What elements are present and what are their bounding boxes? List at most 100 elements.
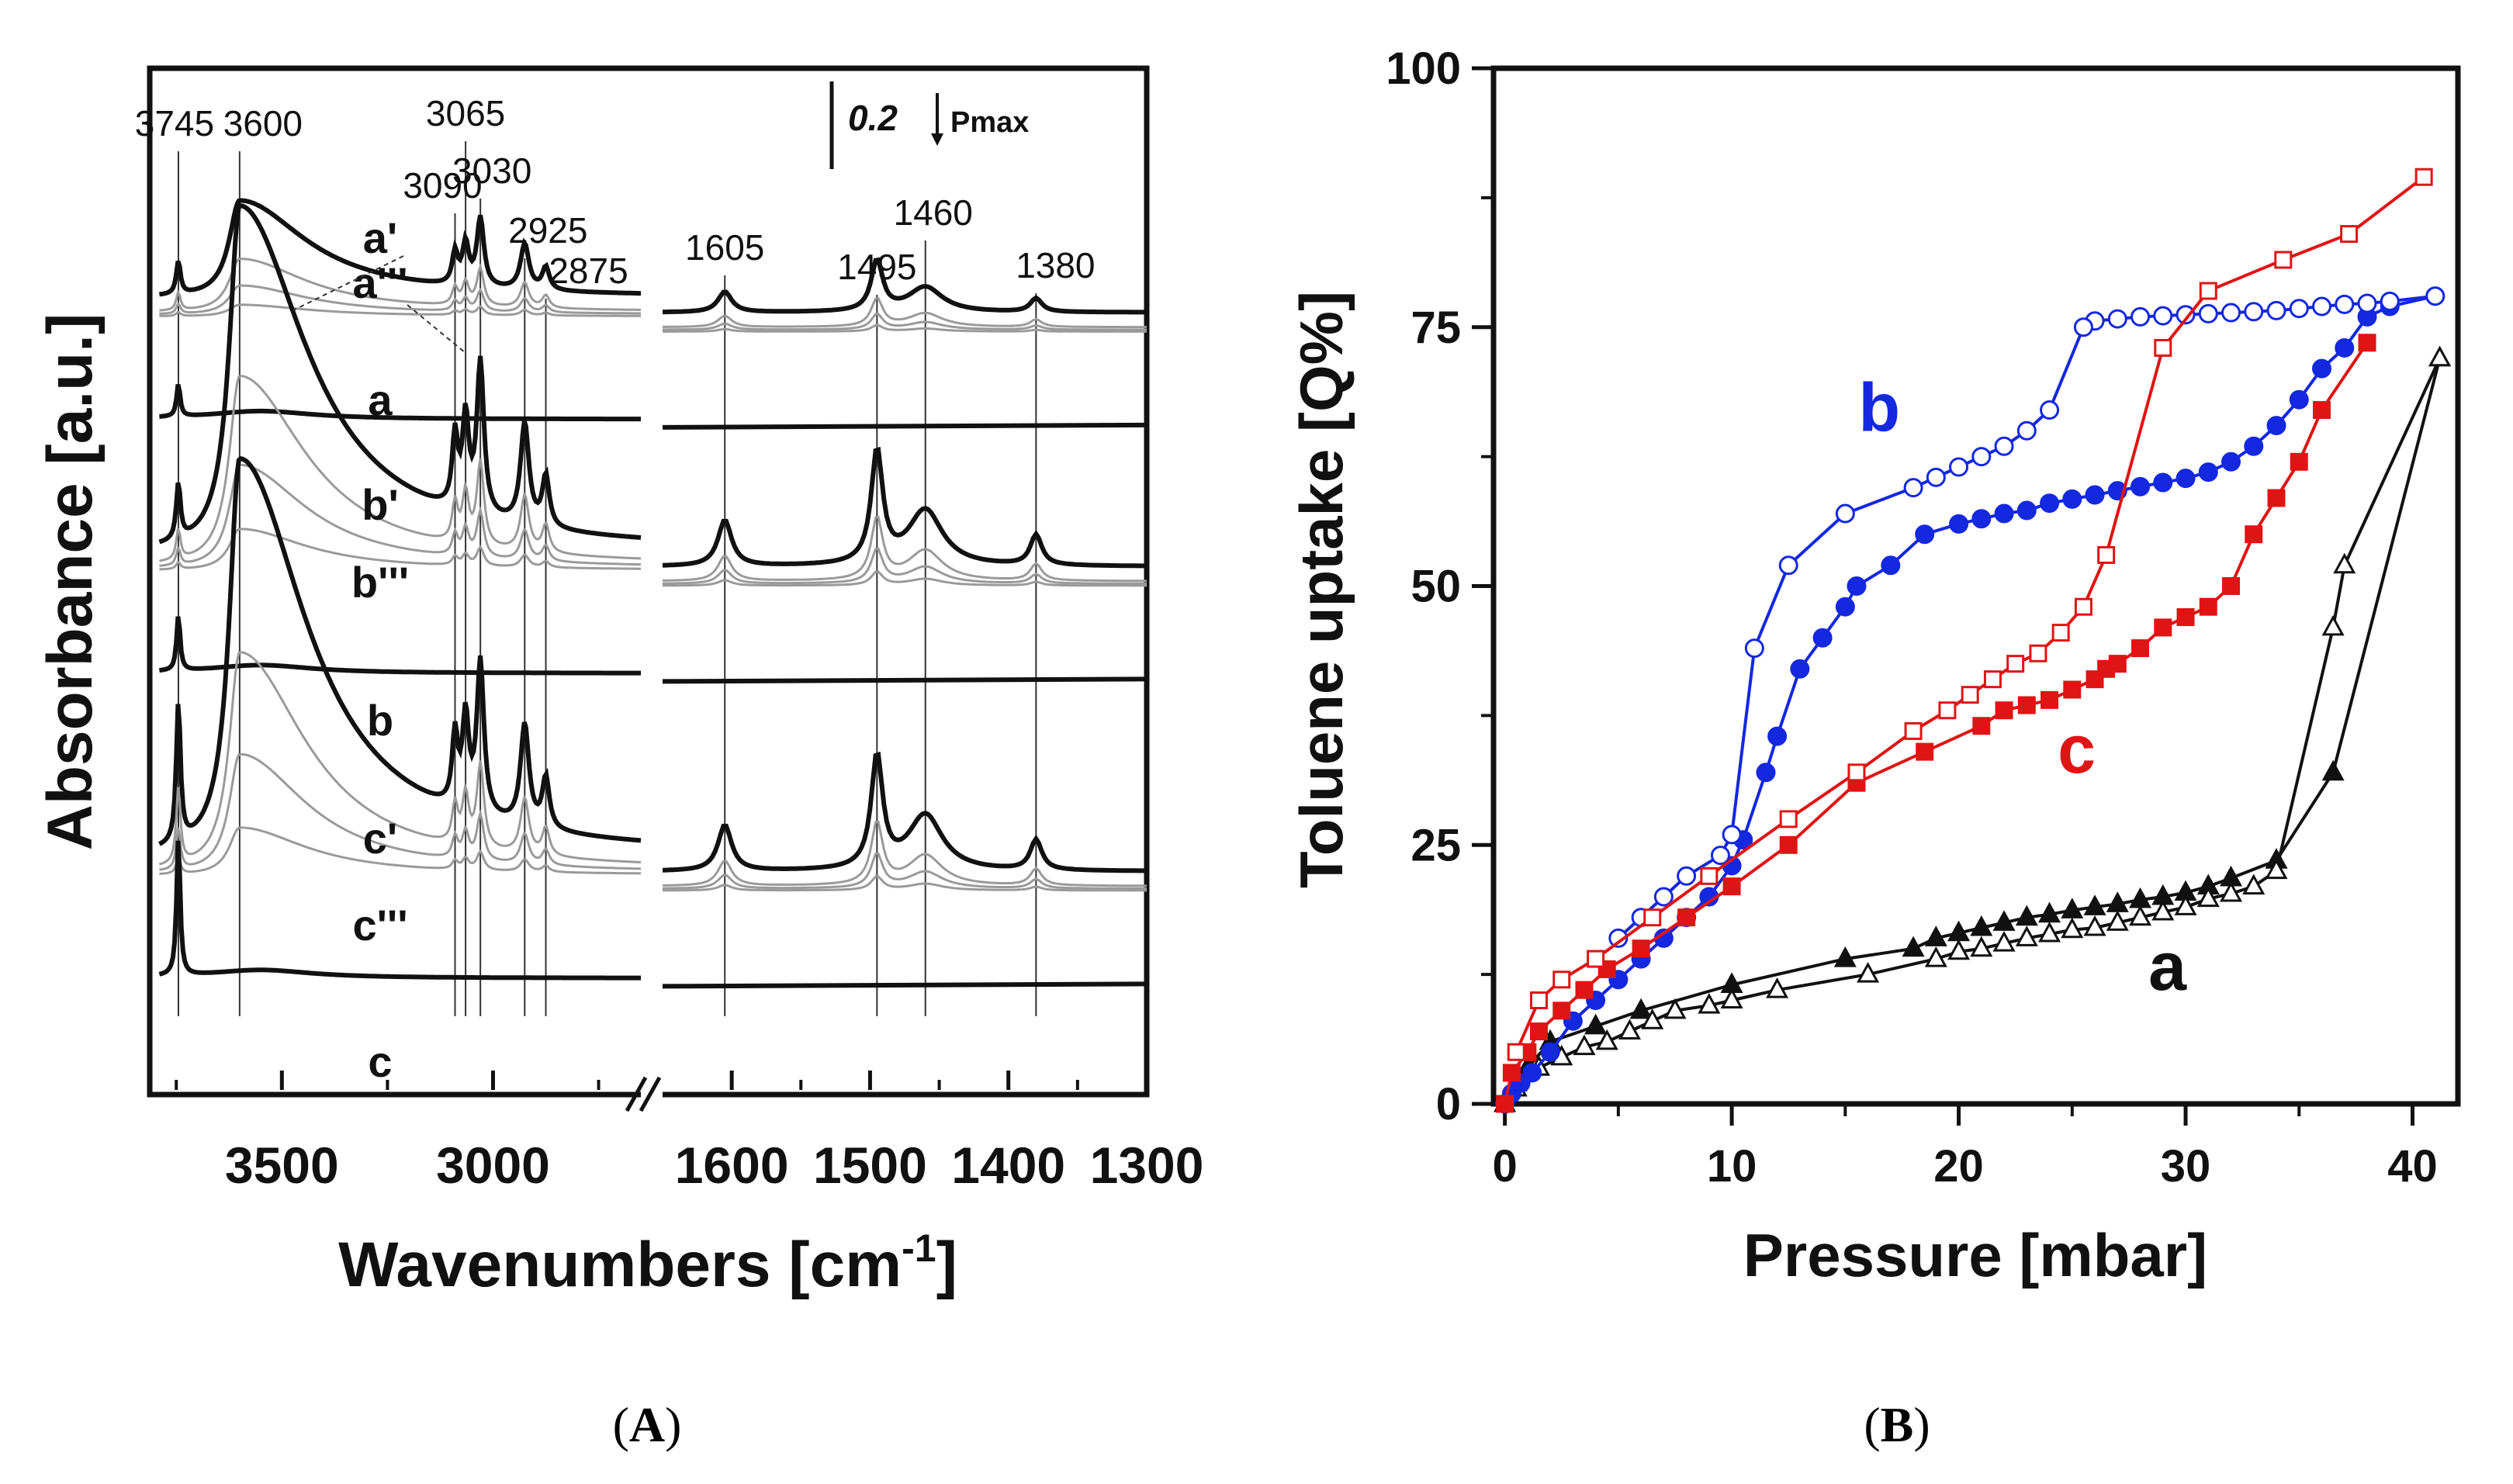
series-point-3-3 (2335, 294, 2355, 314)
axis-break-mark-1 (625, 1076, 648, 1112)
curve-label-leader-a-triple (407, 304, 466, 354)
series-point-2-32 (2176, 469, 2196, 489)
series-point-0-7 (1833, 946, 1857, 967)
series-point-1-24 (1641, 1008, 1664, 1029)
series-point-5-8 (2029, 644, 2047, 662)
series-point-4-0 (1496, 1095, 1514, 1113)
series-point-1-3 (2265, 858, 2288, 880)
series-point-2-17 (1812, 628, 1833, 648)
series-point-4-26 (2245, 525, 2263, 544)
series-point-5-11 (1961, 686, 1979, 704)
x-tick-label-1500: 1500 (813, 1136, 927, 1194)
y-axis-title: Absorbance [a.u.] (35, 313, 106, 851)
series-point-3-13 (2107, 309, 2127, 329)
series-point-4-23 (2176, 608, 2195, 627)
spectrum-a-mid2-high (159, 284, 641, 315)
series-point-3-29 (1653, 887, 1674, 907)
spectrum-b-mid1-low (663, 515, 1147, 583)
series-point-5-7 (2051, 624, 2070, 642)
series-point-5-21 (1507, 1043, 1525, 1061)
series-point-5-20 (1529, 991, 1548, 1009)
series-point-1-19 (1857, 961, 1880, 983)
series-point-4-21 (2131, 639, 2150, 658)
series-point-3-31 (1608, 928, 1629, 948)
series-point-0-5 (1629, 998, 1653, 1019)
spectrum-c-mid3-low (663, 875, 1147, 892)
curve-label-0: a' (363, 213, 397, 262)
series-point-0-11 (1970, 915, 1993, 936)
series-point-1-11 (2083, 915, 2106, 936)
spectrum-b-activated-low (662, 676, 1147, 684)
series-point-0-24 (2321, 759, 2345, 781)
series-point-3-6 (2266, 300, 2286, 320)
series-point-4-29 (2313, 401, 2331, 420)
series-point-5-12 (1938, 701, 1957, 720)
spectrum-a-mid3-high (159, 303, 641, 317)
x-axis-ticks: 3500 3000 1600 1500 1400 1300 (175, 1071, 1203, 1194)
series-point-3-10 (2176, 305, 2196, 325)
peak-label-2875: 2875 (549, 251, 628, 291)
series-point-5-13 (1904, 721, 1923, 740)
curve-label-2: a (368, 375, 393, 424)
series-point-4-7 (1632, 939, 1650, 958)
series-point-1-18 (1924, 946, 1947, 967)
spectrum-b-mid3-high (159, 528, 641, 571)
b-x-tick-label-0: 0 (1492, 1141, 1517, 1192)
series-point-2-24 (1994, 503, 2014, 524)
x-tick-label-3500: 3500 (225, 1136, 339, 1194)
series-point-4-3 (1529, 1022, 1548, 1041)
series-point-2-37 (2289, 389, 2309, 410)
spectrum-a-mid3-low (663, 323, 1147, 333)
curve-label-leader-a-prime (292, 255, 404, 311)
series-point-1-1 (2333, 552, 2356, 574)
series-label-b: b (1858, 368, 1900, 445)
spectrum-c-activated-low (662, 981, 1147, 989)
series-point-5-17 (1643, 908, 1662, 927)
series-point-3-20 (1949, 457, 1969, 477)
series-point-4-14 (1995, 701, 2013, 720)
series-point-3-4 (2312, 296, 2332, 317)
series-point-1-7 (2174, 894, 2197, 915)
spectrum-b-activated-high (158, 616, 641, 676)
series-point-1-26 (1595, 1029, 1618, 1050)
series-point-5-10 (1983, 670, 2002, 689)
spectrum-a-mid1-high (159, 257, 641, 312)
spectrum-c-prime-high (157, 455, 642, 846)
series-point-3-12 (2131, 306, 2151, 327)
b-y-tick-label-25: 25 (1411, 820, 1461, 870)
series-point-2-22 (1949, 514, 1969, 534)
series-point-1-20 (1766, 977, 1789, 998)
series-point-5-4 (2154, 338, 2172, 357)
y-axis-title-b: Toluene uptake [Q%] (1287, 291, 1355, 888)
series-point-2-18 (1835, 597, 1855, 617)
series-point-4-1 (1502, 1064, 1521, 1082)
series-point-1-23 (1663, 998, 1687, 1019)
caption-a: (A) (613, 1397, 682, 1452)
peak-label-3090: 3090 (403, 165, 482, 206)
curve-label-4: b''' (351, 558, 409, 607)
spectrum-a-activated-low (662, 422, 1147, 430)
series-point-2-4 (1540, 1042, 1560, 1062)
b-x-tick-label-10: 10 (1707, 1141, 1757, 1192)
series-point-4-30 (2358, 334, 2376, 352)
series-point-4-17 (2063, 680, 2082, 699)
series-point-1-22 (1698, 993, 1721, 1014)
x-axis-title: Wavenumbers [cm-1] (338, 1226, 957, 1300)
series-point-0-12 (1992, 910, 2016, 931)
series-point-1-14 (2015, 925, 2038, 946)
spectra-curves (157, 198, 1147, 989)
spectrum-b-prime-low (662, 446, 1147, 569)
peak-label-3600: 3600 (223, 103, 303, 144)
x-tick-label-3000: 3000 (436, 1136, 550, 1194)
peak-label-3745: 3745 (135, 103, 214, 144)
caption-b: (B) (1864, 1397, 1930, 1452)
series-point-3-8 (2221, 303, 2241, 323)
b-x-tick-label-40: 40 (2387, 1141, 2438, 1192)
series-point-2-33 (2198, 462, 2218, 483)
series-point-1-15 (1992, 930, 2016, 952)
series-point-2-26 (2040, 493, 2060, 514)
series-point-2-25 (2016, 500, 2037, 521)
peak-label-3065: 3065 (426, 93, 505, 133)
series-point-2-39 (2335, 337, 2355, 358)
